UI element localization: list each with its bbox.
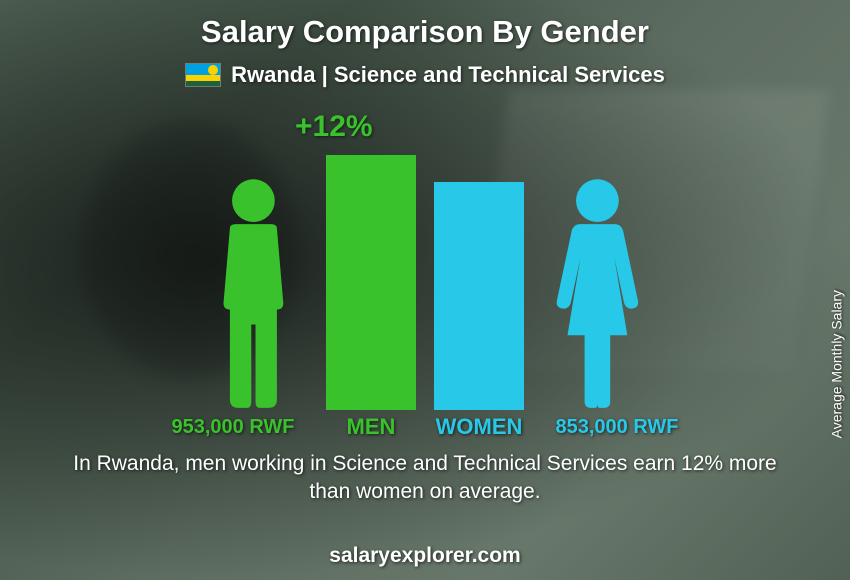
sector-name: Science and Technical Services <box>334 62 665 87</box>
subtitle-row: Rwanda | Science and Technical Services <box>0 62 850 88</box>
women-gender-label: WOMEN <box>434 414 524 440</box>
country-name: Rwanda <box>231 62 315 87</box>
divider: | <box>315 62 333 87</box>
women-salary-label: 853,000 RWF <box>542 416 692 439</box>
women-bar <box>434 182 524 410</box>
footer-source: salaryexplorer.com <box>0 544 850 568</box>
chart-area: +12% 953,000 RWF MEN WOMEN 853,000 RW <box>60 110 790 440</box>
description-text: In Rwanda, men working in Science and Te… <box>60 450 790 507</box>
labels-row: 953,000 RWF MEN WOMEN 853,000 RWF <box>60 414 790 440</box>
country-flag-icon <box>185 63 221 87</box>
woman-figure-icon <box>544 175 651 410</box>
chart-row <box>60 155 790 410</box>
man-figure-icon <box>200 175 307 410</box>
subtitle-text: Rwanda | Science and Technical Services <box>231 62 665 88</box>
main-title: Salary Comparison By Gender <box>0 14 850 50</box>
men-salary-label: 953,000 RWF <box>158 416 308 439</box>
flag-stripe-bot <box>186 81 220 87</box>
infographic-stage: Salary Comparison By Gender Rwanda | Sci… <box>0 0 850 580</box>
pct-diff-label: +12% <box>295 110 373 144</box>
y-axis-label: Average Monthly Salary <box>828 290 844 438</box>
women-icon <box>542 175 652 410</box>
men-bar <box>326 155 416 410</box>
men-icon <box>198 175 308 410</box>
men-gender-label: MEN <box>326 414 416 440</box>
